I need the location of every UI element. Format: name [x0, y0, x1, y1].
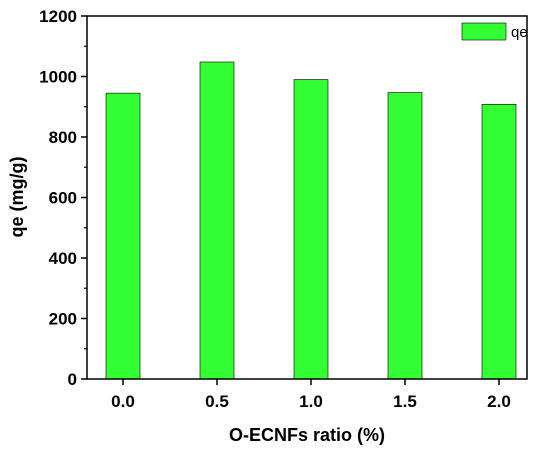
x-tick-label: 0.0 [111, 392, 135, 411]
y-axis: 0 200 400 600 800 1000 1200 [39, 7, 87, 389]
y-tick-label: 0 [68, 370, 77, 389]
x-tick-label: 0.5 [205, 392, 229, 411]
bars-group [105, 61, 517, 380]
x-tick-label: 1.0 [299, 392, 323, 411]
y-axis-title: qe (mg/g) [7, 157, 27, 238]
legend: qe [461, 22, 528, 41]
legend-swatch [461, 22, 507, 41]
y-tick-label: 1200 [39, 7, 77, 26]
bar-0.5 [199, 61, 235, 380]
x-tick-label: 2.0 [487, 392, 511, 411]
y-tick-label: 600 [49, 189, 77, 208]
x-axis-title: O-ECNFs ratio (%) [229, 425, 385, 445]
y-tick-label: 1000 [39, 68, 77, 87]
bar-1.0 [293, 79, 329, 380]
y-tick-label: 200 [49, 310, 77, 329]
legend-label: qe [511, 24, 528, 41]
y-tick-label: 800 [49, 128, 77, 147]
bar-2.0 [481, 104, 517, 380]
x-tick-label: 1.5 [393, 392, 417, 411]
bar-1.5 [387, 92, 423, 380]
y-tick-label: 400 [49, 249, 77, 268]
bar-0.0 [105, 92, 141, 380]
x-axis: 0.0 0.5 1.0 1.5 2.0 [111, 379, 511, 411]
